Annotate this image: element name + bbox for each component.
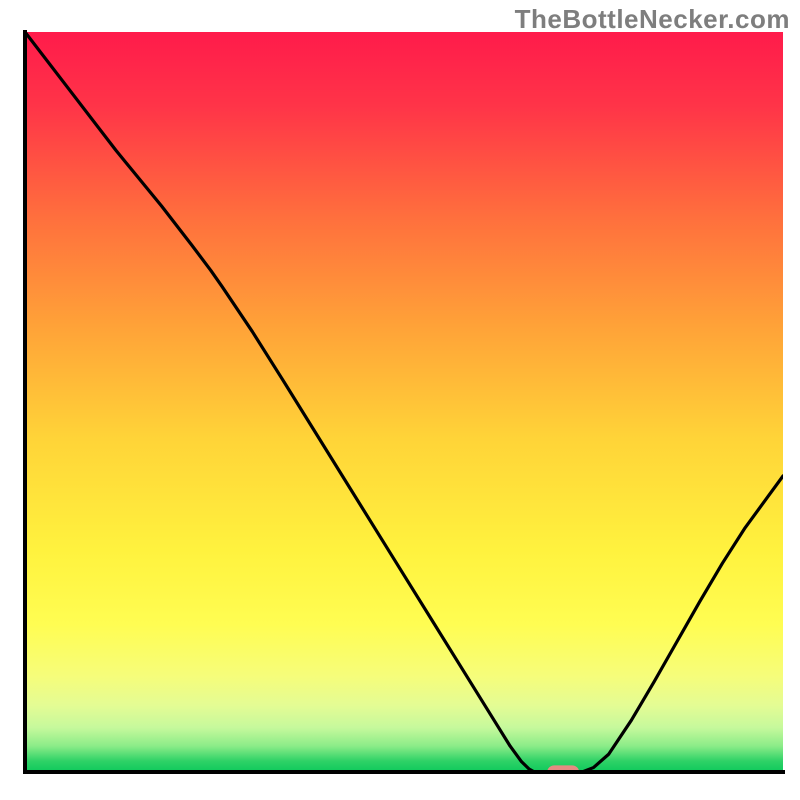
gradient-background	[25, 32, 783, 772]
watermark-text: TheBottleNecker.com	[515, 4, 790, 35]
bottleneck-chart	[0, 0, 800, 800]
chart-frame: TheBottleNecker.com	[0, 0, 800, 800]
plot-area	[25, 32, 783, 779]
